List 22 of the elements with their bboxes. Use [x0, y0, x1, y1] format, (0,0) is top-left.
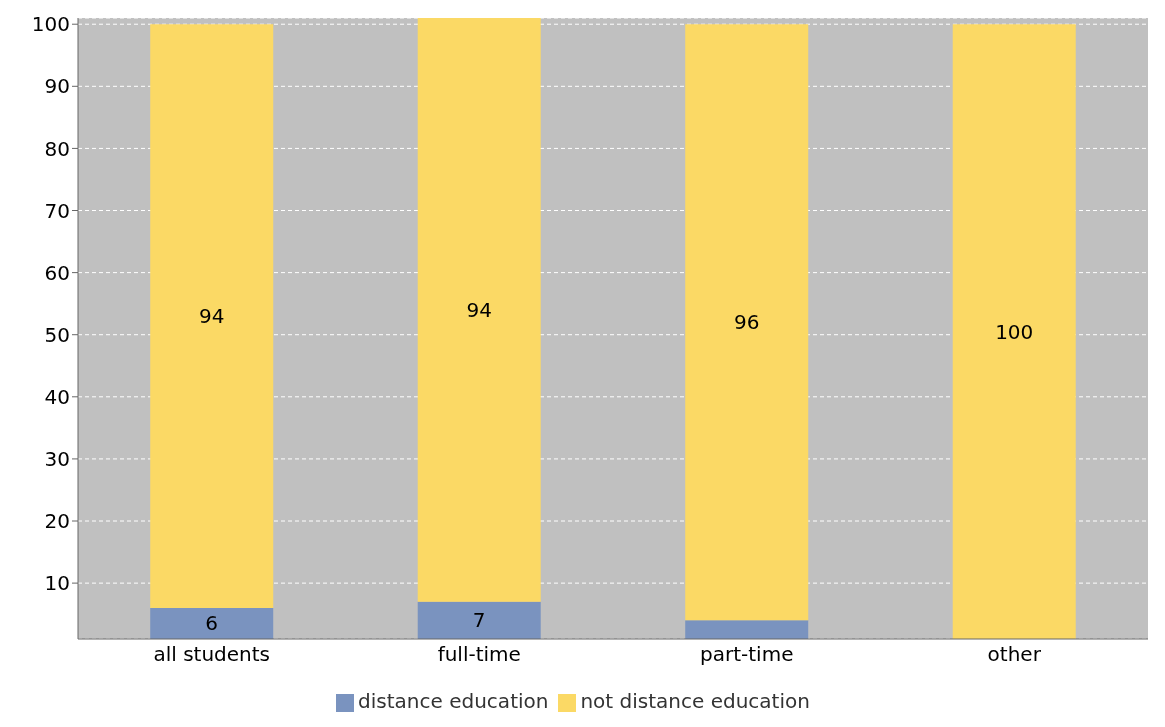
y-tick-label: 70	[44, 198, 70, 223]
data-label: 7	[472, 608, 486, 633]
y-tick-label: 10	[44, 571, 70, 596]
x-tick-label: part-time	[700, 642, 794, 667]
data-label: 94	[199, 304, 225, 329]
y-tick-label: 40	[44, 384, 70, 409]
x-tick-label: other	[987, 642, 1042, 667]
legend-label: not distance education	[580, 689, 810, 713]
data-label: 96	[734, 310, 760, 335]
y-tick-label: 30	[44, 447, 70, 472]
legend-label: distance education	[358, 689, 549, 713]
y-tick-label: 20	[44, 509, 70, 534]
y-tick-label: 100	[31, 12, 70, 37]
x-tick-label: full-time	[437, 642, 521, 667]
y-tick-label: 80	[44, 136, 70, 161]
data-label: 6	[205, 611, 219, 636]
y-tick-label: 50	[44, 322, 70, 347]
data-label: 100	[995, 319, 1034, 344]
x-tick-label: all students	[153, 642, 271, 667]
y-tick-label: 90	[44, 74, 70, 99]
data-label: 94	[466, 297, 492, 322]
y-tick-label: 60	[44, 260, 70, 285]
